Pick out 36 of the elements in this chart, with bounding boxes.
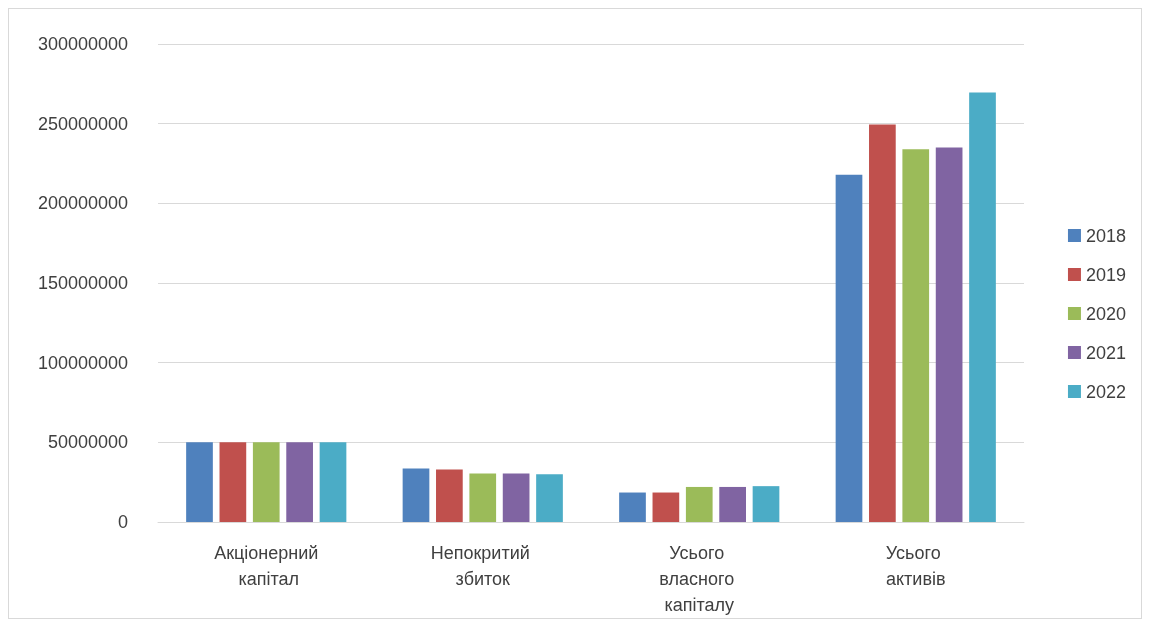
bar [469, 473, 497, 522]
x-tick-label: Усього активів [885, 543, 946, 589]
bar [835, 174, 863, 522]
legend-label: 2022 [1085, 381, 1126, 402]
y-tick-label: 50000000 [47, 432, 128, 453]
bar [219, 442, 247, 522]
bar [719, 486, 746, 522]
x-tick-label: Акціонерний капітал [214, 543, 319, 589]
y-tick-label: 300000000 [37, 34, 128, 54]
y-tick-label: 200000000 [37, 193, 128, 214]
legend-label: 2020 [1085, 303, 1126, 324]
bar [186, 442, 213, 522]
bar [869, 124, 896, 522]
legend-label: 2019 [1085, 264, 1126, 285]
y-tick-label: 0 [117, 512, 128, 532]
bar [402, 468, 430, 522]
y-tick-label: 250000000 [37, 113, 128, 134]
bar [619, 492, 646, 522]
legend-label: 2021 [1085, 342, 1126, 363]
bar [685, 486, 713, 522]
bar [902, 149, 930, 522]
x-tick-label: Непокритий збиток [430, 543, 535, 589]
bar [935, 147, 963, 522]
y-tick-label: 150000000 [37, 273, 128, 293]
bar [436, 469, 463, 522]
bar [969, 92, 996, 522]
bar [252, 442, 280, 522]
bar [652, 492, 680, 522]
bar [319, 442, 347, 522]
bar [286, 442, 313, 522]
y-tick-label: 100000000 [37, 352, 128, 373]
bar [536, 474, 563, 522]
bar [502, 473, 530, 522]
legend-label: 2018 [1085, 225, 1126, 246]
bar [752, 486, 780, 522]
x-tick-label: Усього власного капіталу [659, 543, 740, 615]
